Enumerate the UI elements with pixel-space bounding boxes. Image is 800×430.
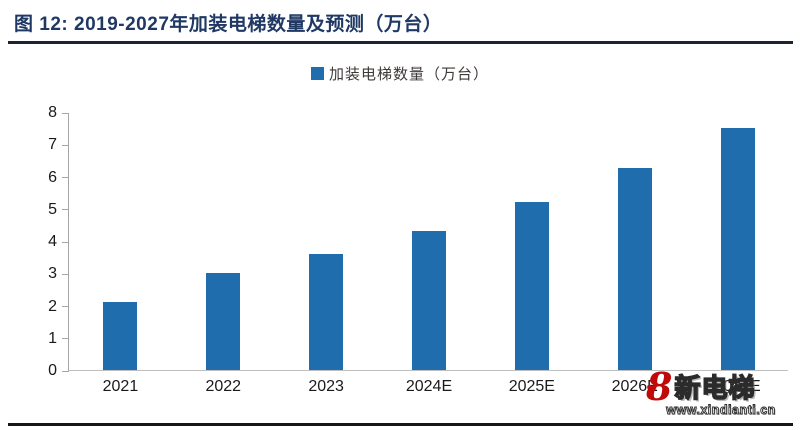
x-axis-label-2022: 2022 [205,378,242,395]
bar-2027E [720,128,755,370]
y-axis-tick-label: 3 [48,265,57,283]
y-axis-tick-label: 7 [48,136,57,154]
x-axis-label-2025E: 2025E [508,378,555,395]
logo-url-text: www.xindianti.cn [666,403,776,418]
x-axis-label-2023: 2023 [308,378,344,395]
y-axis-tick [62,241,69,243]
y-axis-tick-label: 0 [48,362,57,379]
y-axis-tick [62,306,69,307]
y-axis-tick [62,112,69,114]
y-axis-tick-label: 8 [48,104,57,121]
x-axis-label-2026E: 2026E [611,378,658,395]
y-axis-tick [62,144,69,146]
chart-legend: 加装电梯数量（万台） [0,63,800,83]
x-axis-label-2021: 2021 [102,378,139,395]
y-axis-tick [62,273,69,275]
figure-bottom-line [8,423,793,426]
bar-2025E [514,202,549,370]
y-axis-tick-label: 1 [48,329,57,347]
y-axis-tick-label: 6 [48,168,57,186]
y-axis-tick-label: 4 [48,233,57,250]
y-axis-tick-label: 5 [48,200,57,218]
y-axis-tick [62,209,69,211]
bar-2022 [206,273,241,370]
bar-2023 [309,253,344,370]
figure-title: 图 12: 2019-2027年加装电梯数量及预测（万台） [14,14,443,35]
bar-2024E [412,231,446,370]
bar-2021 [103,302,138,370]
title-divider-line [8,41,793,44]
bar-2026E [617,168,652,370]
y-axis-tick [62,338,69,340]
y-axis-tick [62,370,69,372]
legend-label: 加装电梯数量（万台） [328,65,489,83]
plot-area: 0 1 2 3 4 5 6 7 8 2021 2022 2023 2024E 2025E 2026E 2027… [48,104,788,395]
y-axis-tick-label: 2 [48,297,57,315]
y-axis-tick [62,177,69,178]
legend-marker-square [310,66,324,80]
x-axis-label-2024E: 2024E [405,378,453,395]
x-axis-label-2027E: 2027E [714,378,761,395]
